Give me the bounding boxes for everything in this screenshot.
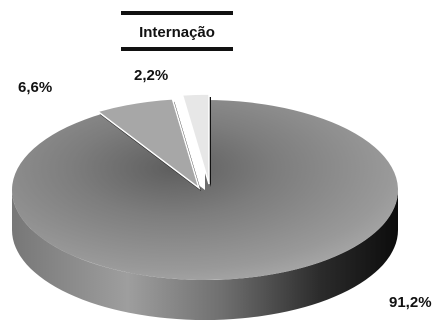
slice-6-6-group [95, 98, 201, 191]
slice-label-6-6: 6,6% [18, 79, 52, 96]
slice-label-91-2: 91,2% [389, 294, 432, 311]
slice-91-2 [12, 100, 399, 280]
chart-title: Internação [139, 24, 215, 41]
pie-slices [12, 93, 399, 320]
slice-6-6 [95, 98, 201, 190]
slice-label-2-2: 2,2% [134, 67, 168, 84]
slice-91-2-side [12, 190, 398, 320]
slice-2-2 [181, 93, 210, 185]
slice-2-2-group [181, 93, 211, 187]
